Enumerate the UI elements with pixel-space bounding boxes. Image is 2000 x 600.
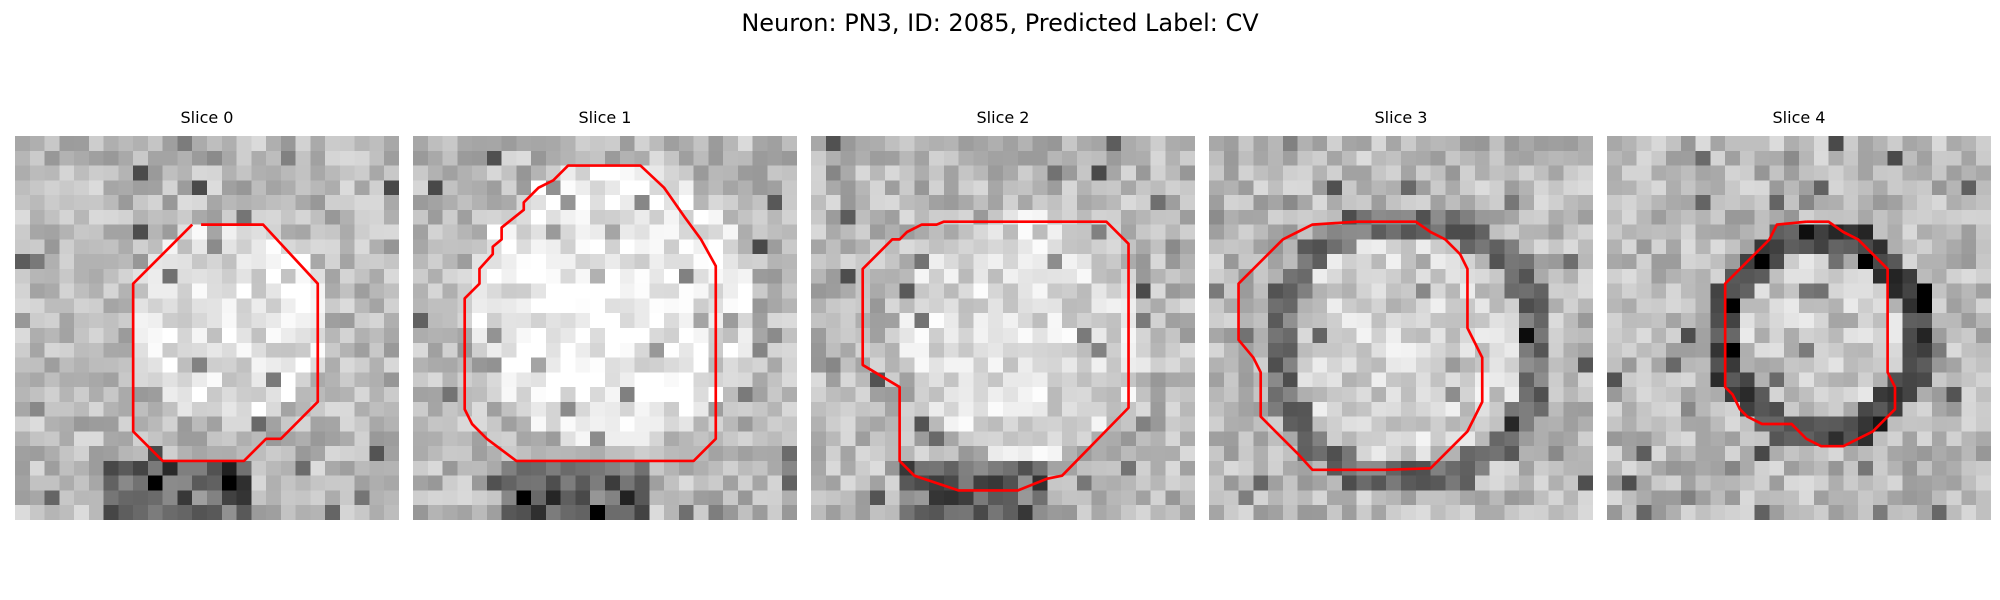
slice-heatmap xyxy=(15,136,399,520)
slice-title: Slice 2 xyxy=(976,108,1030,127)
slice-image-0 xyxy=(15,136,399,520)
slice-image-3 xyxy=(1209,136,1593,520)
slice-title: Slice 0 xyxy=(180,108,234,127)
contour-overlay xyxy=(131,223,320,463)
contour-overlay xyxy=(861,220,1130,492)
slice-image-4 xyxy=(1607,136,1991,520)
neuron-contour xyxy=(463,164,718,463)
slice-heatmap xyxy=(413,136,797,520)
neuron-contour xyxy=(861,220,1130,492)
slice-title: Slice 4 xyxy=(1772,108,1826,127)
neuron-contour xyxy=(131,223,320,463)
slice-heatmap xyxy=(811,136,1195,520)
slice-panel-2: Slice 2 xyxy=(811,108,1195,520)
contour-overlay xyxy=(1723,220,1897,448)
slice-title: Slice 3 xyxy=(1374,108,1428,127)
slice-panel-3: Slice 3 xyxy=(1209,108,1593,520)
contour-overlay xyxy=(463,164,718,463)
slice-panel-4: Slice 4 xyxy=(1607,108,1991,520)
slice-panel-1: Slice 1 xyxy=(413,108,797,520)
slice-image-1 xyxy=(413,136,797,520)
slice-image-2 xyxy=(811,136,1195,520)
neuron-contour xyxy=(1237,220,1484,472)
slice-title: Slice 1 xyxy=(578,108,632,127)
neuron-contour xyxy=(1723,220,1897,448)
contour-overlay xyxy=(1237,220,1484,472)
figure-title: Neuron: PN3, ID: 2085, Predicted Label: … xyxy=(741,9,1259,37)
slice-heatmap xyxy=(1607,136,1991,520)
slice-heatmap xyxy=(1209,136,1593,520)
slice-panel-0: Slice 0 xyxy=(15,108,399,520)
